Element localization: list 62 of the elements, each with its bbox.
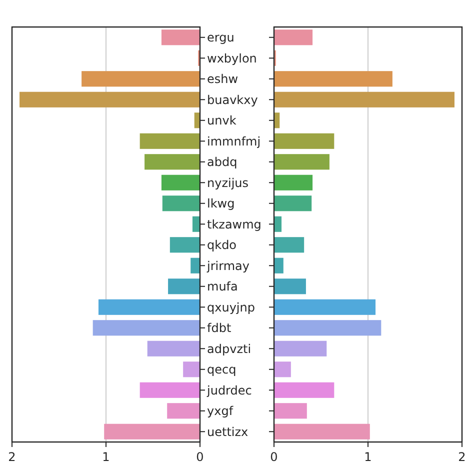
- bar: [144, 154, 200, 170]
- x-tick-label: 0: [196, 450, 204, 464]
- y-tick-label: immnfmj: [207, 134, 261, 148]
- bar: [274, 362, 291, 378]
- bar: [140, 382, 200, 398]
- y-tick-label: unvk: [207, 114, 236, 128]
- y-tick-label: buavkxy: [207, 92, 258, 107]
- y-tick-label: tkzawmg: [207, 217, 262, 232]
- bar: [82, 71, 200, 87]
- bar: [162, 196, 200, 212]
- bar: [161, 174, 200, 190]
- bar: [274, 92, 454, 108]
- bar: [140, 133, 200, 149]
- y-tick-label: nyzijus: [207, 176, 249, 190]
- y-tick-label: qecq: [207, 362, 236, 377]
- y-tick-label: qxuyjnp: [207, 300, 255, 314]
- y-tick-label: abdq: [207, 155, 238, 170]
- bar: [168, 278, 200, 294]
- y-tick-label: lkwg: [207, 196, 235, 211]
- x-tick-label: 1: [364, 450, 372, 464]
- y-tick-label: eshw: [207, 72, 238, 86]
- bar: [274, 299, 376, 315]
- bar: [274, 340, 327, 356]
- y-tick-label: wxbylon: [207, 51, 257, 66]
- bar: [274, 424, 370, 440]
- bar: [274, 30, 313, 46]
- bar: [274, 196, 312, 212]
- bar: [274, 403, 307, 419]
- x-tick-label: 2: [458, 450, 466, 464]
- bar: [274, 278, 306, 294]
- y-tick-label: adpvzti: [207, 342, 252, 356]
- y-tick-label: fdbt: [207, 321, 232, 336]
- y-tick-label: judrdec: [206, 383, 252, 398]
- bar: [274, 133, 334, 149]
- y-tick-label: jrirmay: [206, 258, 250, 273]
- bar: [147, 340, 200, 356]
- y-tick-label: qkdo: [207, 238, 237, 252]
- x-tick-label: 1: [102, 450, 110, 464]
- bar: [274, 71, 392, 87]
- y-tick-label: uettizx: [207, 424, 248, 439]
- bar: [104, 424, 200, 440]
- bar: [274, 237, 304, 253]
- bar: [20, 92, 200, 108]
- bar: [170, 237, 200, 253]
- y-tick-label: yxgf: [207, 404, 234, 418]
- bar: [274, 174, 313, 190]
- bar: [161, 30, 200, 46]
- bar: [274, 258, 284, 274]
- bar: [192, 216, 200, 232]
- bar: [274, 320, 382, 336]
- bar: [167, 403, 200, 419]
- bar: [183, 362, 200, 378]
- bar: [190, 258, 200, 274]
- y-tick-label: ergu: [207, 30, 234, 45]
- bar: [92, 320, 200, 336]
- x-tick-label: 0: [270, 450, 278, 464]
- bar: [274, 216, 282, 232]
- x-tick-label: 2: [8, 450, 16, 464]
- bar: [98, 299, 200, 315]
- bar: [274, 382, 334, 398]
- y-tick-label: mufa: [207, 280, 238, 294]
- bar: [274, 154, 330, 170]
